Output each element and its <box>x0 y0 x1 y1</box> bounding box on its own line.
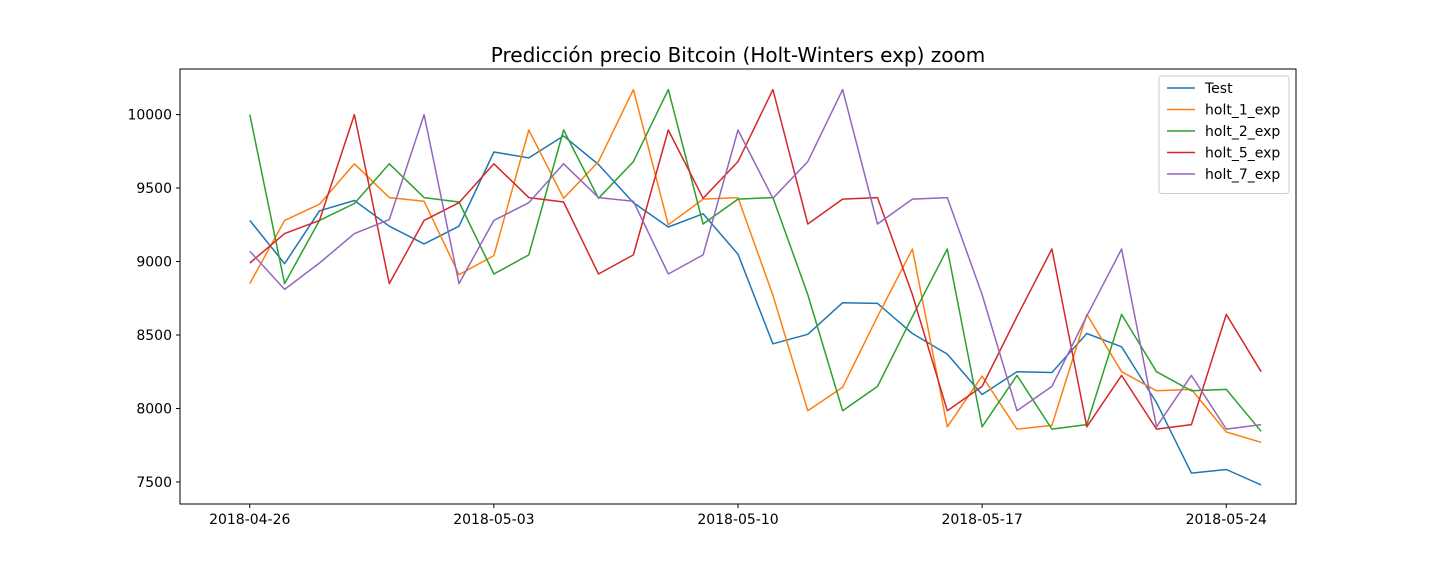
x-tick-label: 2018-04-26 <box>209 512 290 528</box>
series-line-holt-5-exp <box>249 88 1262 430</box>
legend-box <box>1158 75 1290 194</box>
x-tick-label: 2018-05-17 <box>941 512 1022 528</box>
series-line-holt-2-exp <box>249 88 1262 432</box>
legend-label: Test <box>1204 81 1233 97</box>
legend-label: holt_2_exp <box>1205 124 1280 140</box>
series-line-holt-7-exp <box>249 88 1262 430</box>
series-line-test <box>249 135 1262 486</box>
legend-label: holt_7_exp <box>1205 167 1280 183</box>
y-tick-label: 9000 <box>136 255 172 271</box>
legend: Test holt_1_exp holt_2_exp holt_5_exp holt_7… <box>1158 75 1290 194</box>
y-tick-label: 8500 <box>136 328 172 344</box>
y-tick-label: 8000 <box>136 401 172 417</box>
x-tick-label: 2018-05-10 <box>697 512 778 528</box>
legend-label: holt_1_exp <box>1205 103 1280 119</box>
y-tick-label: 7500 <box>136 475 172 491</box>
x-tick-label: 2018-05-24 <box>1186 512 1267 528</box>
y-axis: 7500 8000 8500 9000 9500 10000 <box>127 108 180 491</box>
y-tick-label: 10000 <box>127 108 172 124</box>
plot-lines <box>249 88 1262 486</box>
legend-label: holt_5_exp <box>1205 146 1280 162</box>
x-axis: 2018-04-26 2018-05-03 2018-05-10 2018-05-17… <box>209 504 1267 528</box>
chart-title: Predicción precio Bitcoin (Holt-Winters … <box>491 43 985 67</box>
series-line-holt-1-exp <box>249 88 1262 444</box>
y-tick-label: 9500 <box>136 181 172 197</box>
x-tick-label: 2018-05-03 <box>453 512 534 528</box>
